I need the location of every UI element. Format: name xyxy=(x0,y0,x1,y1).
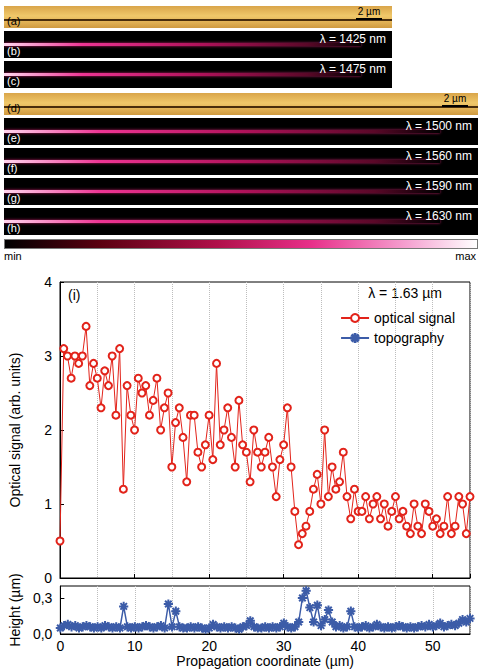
svg-text:20: 20 xyxy=(202,638,218,654)
svg-text:10: 10 xyxy=(127,638,143,654)
html-text:λ = 1590 nm: λ = 1590 nm xyxy=(405,179,472,193)
html-text:min: min xyxy=(4,250,22,262)
svg-text:2: 2 xyxy=(44,422,52,438)
svg-text:topography: topography xyxy=(374,330,444,346)
svg-text:4: 4 xyxy=(44,274,52,290)
html-text:(c): (c) xyxy=(7,75,20,87)
svg-text:1: 1 xyxy=(44,496,52,512)
svg-text:50: 50 xyxy=(425,638,441,654)
html-text:2 µm: 2 µm xyxy=(357,6,381,17)
html-text:(h): (h) xyxy=(7,222,21,234)
html-text:(e): (e) xyxy=(7,132,21,144)
svg-text:Propagation coordinate (µm): Propagation coordinate (µm) xyxy=(176,653,354,669)
svg-text:0: 0 xyxy=(56,638,64,654)
svg-text:3: 3 xyxy=(44,348,52,364)
html-text:λ = 1560 nm: λ = 1560 nm xyxy=(405,149,472,163)
svg-text:30: 30 xyxy=(276,638,292,654)
svg-text:(i): (i) xyxy=(68,287,80,303)
html-text:max: max xyxy=(455,250,476,262)
html-text:λ = 1630 nm: λ = 1630 nm xyxy=(405,209,472,223)
svg-text:0: 0 xyxy=(44,570,52,586)
html-text:(g): (g) xyxy=(7,192,21,204)
svg-text:40: 40 xyxy=(350,638,366,654)
svg-text:optical signal: optical signal xyxy=(374,310,455,326)
html-text:(d): (d) xyxy=(7,102,21,114)
html-text:λ = 1500 nm: λ = 1500 nm xyxy=(405,119,472,133)
html-text:λ = 1475 nm: λ = 1475 nm xyxy=(319,62,386,76)
svg-text:0,0: 0,0 xyxy=(33,626,53,642)
svg-text:0,3: 0,3 xyxy=(33,590,53,606)
html-text:2 µm: 2 µm xyxy=(443,93,467,104)
html-text:λ = 1425 nm: λ = 1425 nm xyxy=(319,32,386,46)
html-text:(f): (f) xyxy=(7,162,18,174)
html-text:(a): (a) xyxy=(7,15,21,27)
html-text:(b): (b) xyxy=(7,45,21,57)
svg-text:Optical signal (arb. units): Optical signal (arb. units) xyxy=(7,353,23,508)
svg-text:λ = 1.63 µm: λ = 1.63 µm xyxy=(368,285,442,301)
svg-text:Height (µm): Height (µm) xyxy=(7,573,23,646)
